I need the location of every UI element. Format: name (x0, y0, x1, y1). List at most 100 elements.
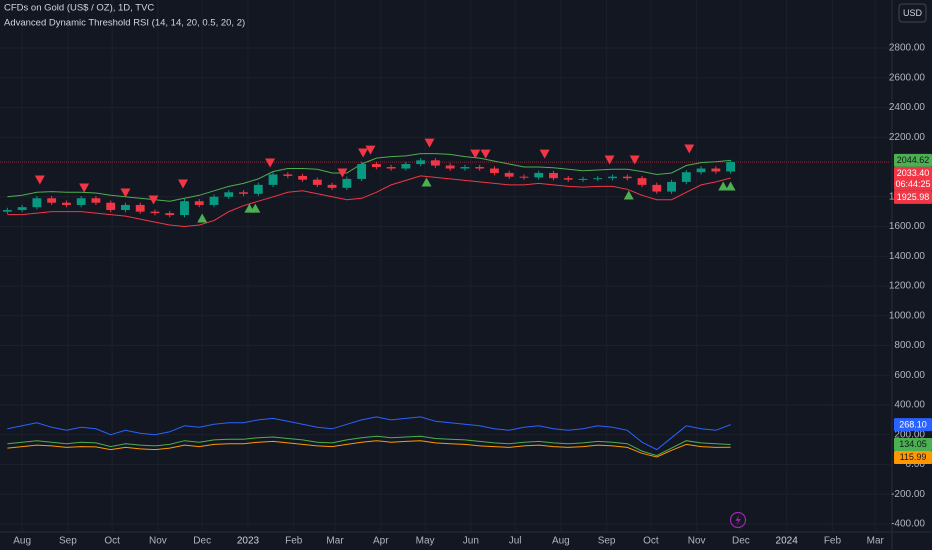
y-tick-label: 0.00 (906, 459, 926, 470)
signal-marker (337, 168, 348, 178)
candle-body (268, 174, 278, 185)
value-label: 268.10 (899, 419, 927, 429)
candle-body (17, 207, 27, 211)
signal-marker (250, 203, 261, 213)
candle-body (312, 179, 322, 185)
candle-body (608, 176, 617, 179)
candle-body (76, 198, 86, 205)
signal-marker (34, 175, 45, 185)
candle-body (194, 201, 204, 205)
y-tick-label: 2200.00 (889, 132, 926, 143)
candle-body (401, 164, 411, 169)
candle-body (416, 160, 426, 165)
signal-marker (365, 145, 376, 155)
x-tick-label: Mar (326, 536, 344, 547)
y-tick-label: 800.00 (894, 340, 925, 351)
x-tick-label: Sep (598, 536, 616, 547)
candle-body (578, 178, 588, 180)
currency-box[interactable] (898, 3, 927, 23)
x-tick-label: Nov (149, 536, 167, 547)
candle-body (726, 162, 736, 172)
x-tick-label: Nov (688, 536, 706, 547)
candle-body (711, 168, 721, 172)
value-label-box (894, 418, 932, 432)
y-tick-label: -400.00 (891, 519, 925, 530)
indicator-line (7, 416, 731, 451)
value-label: 115.99 (900, 452, 927, 462)
y-tick-label: 1600.00 (889, 221, 926, 232)
x-tick-label: Aug (552, 536, 570, 547)
candle-body (91, 198, 101, 203)
y-tick-label: 600.00 (894, 370, 925, 381)
indicator-line (7, 175, 731, 228)
value-label-box (894, 438, 932, 452)
chart-title: CFDs on Gold (US$ / OZ), 1D, TVC (4, 3, 154, 14)
candle-body (61, 202, 71, 205)
candle-body (460, 167, 470, 169)
x-tick-label: May (416, 536, 435, 547)
candle-body (637, 178, 647, 185)
y-tick-label: 2800.00 (889, 43, 926, 54)
x-tick-label: Dec (732, 536, 750, 547)
candle-body (224, 192, 234, 197)
candle-body (519, 176, 529, 178)
candle-body (549, 172, 558, 179)
y-tick-label: 2400.00 (889, 102, 926, 113)
signal-marker (148, 195, 159, 205)
x-tick-label: 2024 (776, 536, 799, 547)
signal-marker (629, 155, 640, 165)
candle-body (371, 164, 381, 168)
signal-marker (197, 213, 208, 223)
value-label-box (894, 451, 932, 465)
event-icon[interactable] (729, 511, 747, 529)
y-tick-label: 1200.00 (889, 281, 926, 292)
candle-body (239, 192, 248, 194)
signal-marker (480, 149, 491, 159)
value-label: 2033.40 (897, 168, 930, 178)
candle-body (357, 164, 367, 179)
x-tick-label: Oct (643, 536, 659, 547)
x-tick-label: Mar (867, 536, 885, 547)
signal-marker (120, 188, 131, 198)
x-tick-label: Oct (104, 536, 120, 547)
indicator-line (7, 440, 731, 458)
x-tick-label: Feb (285, 536, 303, 547)
event-bolt[interactable] (735, 514, 741, 526)
candle-body (342, 178, 352, 188)
candle-body (652, 184, 662, 192)
candle-body (165, 213, 175, 216)
candle-body (106, 202, 116, 211)
candle-body (593, 178, 603, 180)
signal-marker (178, 179, 189, 189)
candle-body (32, 198, 42, 208)
value-label: 06:44:25 (895, 179, 930, 189)
candle-body (534, 172, 544, 178)
signal-marker (604, 155, 615, 165)
candle-body (298, 175, 307, 180)
value-label-box (894, 153, 932, 167)
candle-body (563, 178, 573, 180)
candle-body (504, 172, 514, 177)
x-tick-label: Dec (193, 536, 211, 547)
x-tick-label: Sep (59, 536, 77, 547)
candle-body (327, 184, 337, 188)
candle-body (180, 201, 189, 216)
candle-body (121, 204, 130, 211)
event-circle[interactable] (729, 511, 747, 529)
signal-marker (718, 181, 729, 191)
y-tick-label: -200.00 (891, 489, 925, 500)
signal-marker (265, 158, 276, 168)
candle-body (135, 204, 145, 212)
signal-marker (358, 148, 369, 158)
indicator-line (7, 435, 731, 457)
signal-marker (684, 144, 695, 154)
currency[interactable]: USD (903, 8, 923, 18)
y-tick-label: 2600.00 (889, 72, 926, 83)
value-label-box (894, 190, 932, 204)
candle-body (430, 160, 440, 166)
indicator-title: Advanced Dynamic Threshold RSI (14, 14, … (4, 18, 245, 29)
indicator-line (7, 153, 731, 202)
